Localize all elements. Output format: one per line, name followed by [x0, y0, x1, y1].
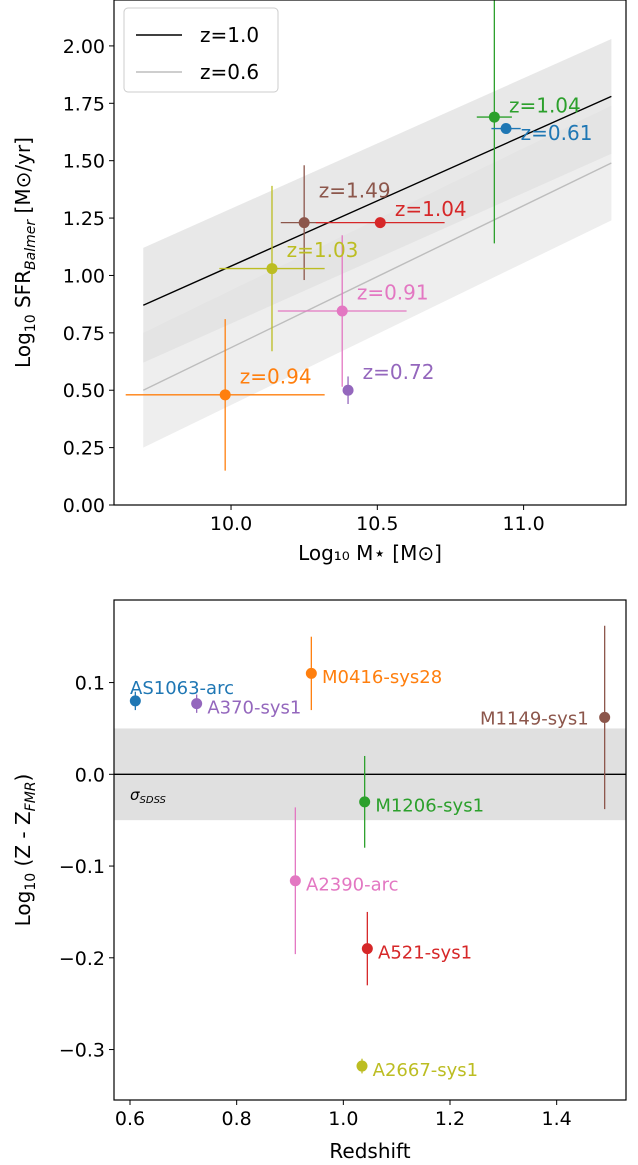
bottom-ylabel: Log10 (Z - ZFMR): [11, 774, 39, 927]
top-xtick-label: 10.0: [210, 513, 252, 535]
axes-frame: [113, 599, 627, 1101]
point-label: A2390-arc: [306, 874, 399, 895]
point-label: z=1.04: [395, 197, 467, 221]
top-ytick-label: 0.75: [63, 323, 105, 345]
plot-content: z=1.04z=0.61z=1.49z=1.04z=1.03z=0.91z=0.…: [125, 0, 612, 471]
data-point: [500, 123, 512, 135]
point-label: A521-sys1: [378, 942, 472, 963]
point-label: AS1063-arc: [130, 678, 234, 699]
bottom-ytick-label: 0.1: [75, 673, 105, 695]
point-label: M1149-sys1: [480, 708, 589, 729]
point-label: z=0.72: [363, 360, 435, 384]
data-point: [374, 217, 386, 229]
point-label: A370-sys1: [207, 697, 301, 718]
data-point: [342, 384, 354, 396]
data-point: [599, 711, 611, 723]
bottom-ytick-label: −0.2: [59, 948, 105, 970]
point-label: z=0.61: [521, 121, 593, 145]
legend-box: [123, 7, 279, 93]
top-ytick-label: 1.25: [63, 208, 105, 230]
bottom-xtick-label: 0.6: [115, 1108, 145, 1130]
top-ytick-label: 0.25: [63, 438, 105, 460]
point-label: z=0.91: [357, 281, 429, 305]
bottom-xtick-label: 1.4: [542, 1108, 572, 1130]
point-label: M1206-sys1: [375, 796, 484, 817]
top-ylabel: Log10 SFRBalmer [M⊙/yr]: [11, 137, 39, 368]
bottom-ytick-label: 0.0: [75, 764, 105, 786]
relation-line-z=1.0: [142, 95, 612, 306]
top-ytick-label: 2.00: [63, 36, 105, 58]
relation-line-z=0.6: [142, 162, 612, 391]
data-point: [129, 695, 141, 707]
bottom-ytick-label: −0.3: [59, 1040, 105, 1062]
point-label: A2667-sys1: [373, 1060, 478, 1081]
data-point: [305, 667, 317, 679]
top-ytick-label: 1.75: [63, 93, 105, 115]
data-point: [298, 217, 310, 229]
point-label: z=1.03: [287, 238, 359, 262]
bottom-xlabel: Redshift: [329, 1139, 410, 1163]
top-ytick-label: 1.00: [63, 265, 105, 287]
plot-area: [114, 600, 626, 1100]
data-point: [219, 389, 231, 401]
sigma-sdss-label: σSDSS: [130, 786, 167, 806]
point-label: z=0.94: [240, 364, 312, 388]
top-ytick-label: 1.50: [63, 151, 105, 173]
point-label: z=1.49: [319, 178, 391, 202]
point-label: z=1.04: [509, 93, 581, 117]
top-ytick-label: 0.50: [63, 380, 105, 402]
point-label: M0416-sys28: [322, 667, 442, 688]
data-point: [289, 875, 301, 887]
top-ytick-label: 0.00: [63, 495, 105, 517]
axes-frame: [113, 0, 627, 506]
bottom-xtick-label: 1.2: [435, 1108, 465, 1130]
data-point: [336, 305, 348, 317]
data-point: [361, 943, 373, 955]
bottom-xtick-label: 1.0: [328, 1108, 358, 1130]
data-point: [356, 1060, 368, 1072]
sfr-mass-panel: z=1.04z=0.61z=1.49z=1.04z=1.03z=0.91z=0.…: [11, 0, 627, 565]
data-point: [191, 698, 203, 710]
data-point: [266, 263, 278, 275]
data-point: [488, 111, 500, 123]
legend-label: z=0.6: [200, 60, 259, 84]
legend: z=1.0 z=0.6: [123, 7, 279, 93]
top-xtick-label: 11.0: [502, 513, 544, 535]
bottom-ytick-label: −0.1: [59, 856, 105, 878]
top-xtick-label: 10.5: [356, 513, 398, 535]
data-point: [359, 796, 371, 808]
top-xlabel: Log₁₀ M⋆ [M⊙]: [298, 541, 442, 565]
legend-label: z=1.0: [200, 23, 259, 47]
bottom-xtick-label: 0.8: [222, 1108, 252, 1130]
